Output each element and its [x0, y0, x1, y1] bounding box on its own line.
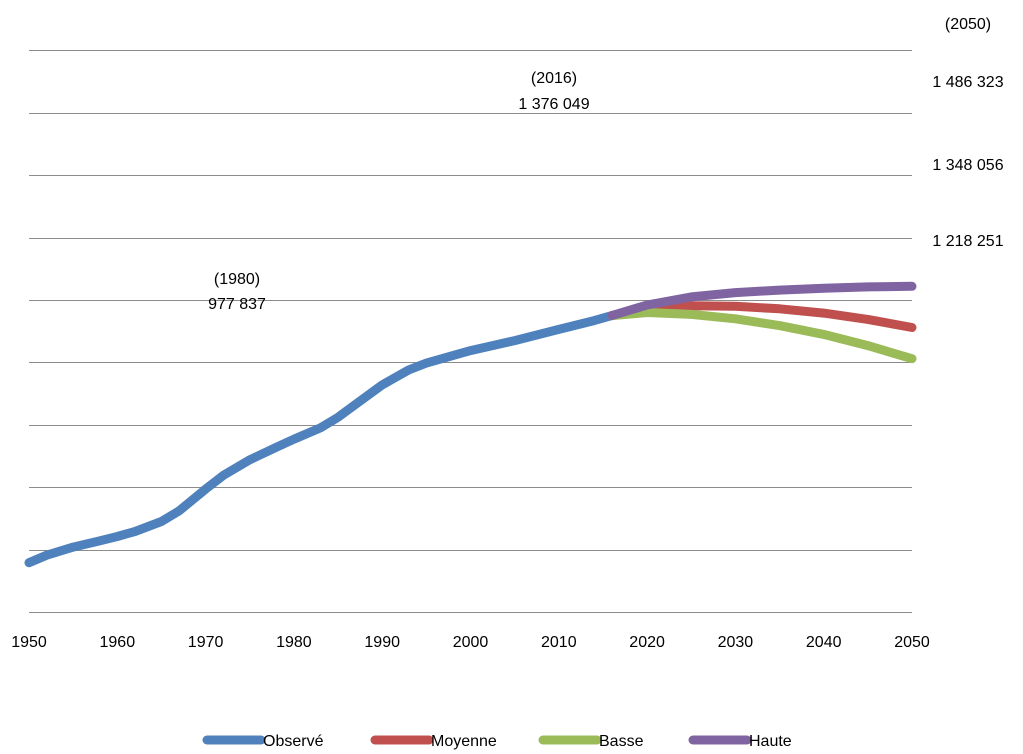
legend-label: Haute — [749, 733, 792, 750]
x-axis-ticks: 1950 1960 1970 1980 1990 2000 2010 2020 2030 2040… — [11, 634, 930, 651]
legend-label: Moyenne — [431, 733, 497, 750]
end-labels: 1 486 323 1 348 056 1 218 251 — [932, 74, 1003, 250]
end-label-haute: 1 486 323 — [932, 74, 1003, 91]
annotation-value: 977 837 — [208, 296, 266, 313]
x-tick-label: 2050 — [894, 634, 930, 651]
annotation-value: 1 376 049 — [518, 96, 589, 113]
legend-label: Observé — [263, 733, 324, 750]
series-line-haute — [607, 281, 917, 321]
x-tick-label: 2020 — [629, 634, 665, 651]
x-tick-label: 1960 — [100, 634, 136, 651]
gridlines — [29, 50, 912, 613]
annotations: (1980) 977 837 (2016) 1 376 049 (2050) — [208, 16, 991, 313]
x-tick-label: 1970 — [188, 634, 224, 651]
series-lines — [24, 281, 917, 568]
series-line-observé — [24, 311, 617, 568]
x-tick-label: 1950 — [11, 634, 47, 651]
annotation-year: (2050) — [945, 16, 991, 33]
end-label-basse: 1 218 251 — [932, 233, 1003, 250]
x-tick-label: 2010 — [541, 634, 577, 651]
x-tick-label: 1980 — [276, 634, 312, 651]
x-tick-label: 2040 — [806, 634, 842, 651]
x-tick-label: 1990 — [364, 634, 400, 651]
legend: Observé Moyenne Basse Haute — [202, 733, 792, 750]
legend-label: Basse — [599, 733, 644, 750]
annotation-year: (1980) — [214, 271, 260, 288]
x-tick-label: 2030 — [718, 634, 754, 651]
x-tick-label: 2000 — [453, 634, 489, 651]
end-label-moyenne: 1 348 056 — [932, 157, 1003, 174]
series-line-basse — [607, 308, 917, 364]
annotation-year: (2016) — [531, 70, 577, 87]
